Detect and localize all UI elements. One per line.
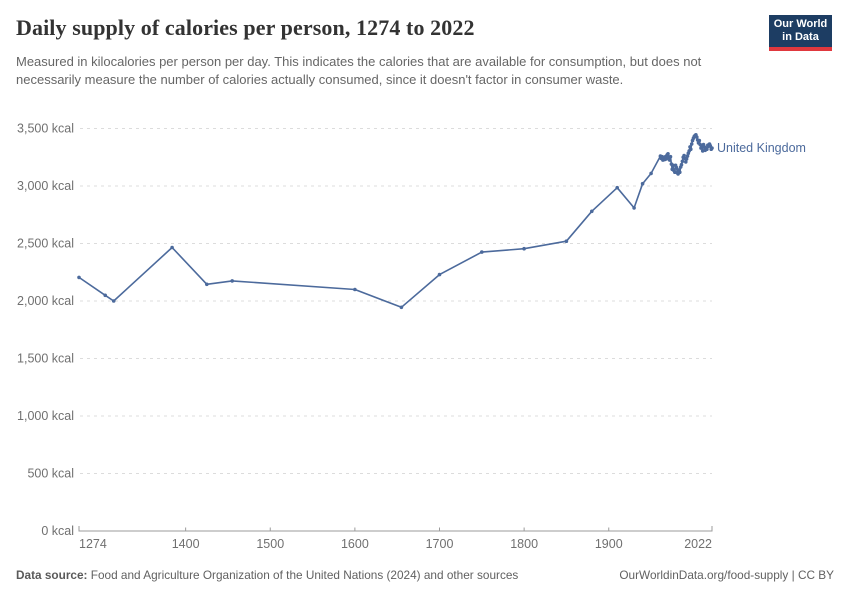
- footer-right: OurWorldinData.org/food-supply | CC BY: [619, 568, 834, 582]
- entity-label[interactable]: United Kingdom: [717, 141, 806, 155]
- chart-url-link[interactable]: OurWorldinData.org/food-supply: [619, 568, 789, 582]
- owid-logo-line1: Our World: [773, 18, 828, 30]
- svg-text:1,500 kcal: 1,500 kcal: [17, 352, 74, 366]
- svg-text:1274: 1274: [79, 537, 107, 551]
- page-title: Daily supply of calories per person, 127…: [16, 15, 475, 40]
- x-axis: 1274 1400 1500 1600 1700 1800 1900 2022: [78, 526, 713, 551]
- data-source-text: Food and Agriculture Organization of the…: [87, 568, 519, 582]
- owid-logo-line2: in Data: [782, 31, 819, 43]
- chart-subtitle: Measured in kilocalories per person per …: [16, 54, 702, 87]
- svg-text:3,500 kcal: 3,500 kcal: [17, 122, 74, 136]
- svg-text:1900: 1900: [595, 537, 623, 551]
- svg-text:2022: 2022: [684, 537, 712, 551]
- svg-text:3,000 kcal: 3,000 kcal: [17, 179, 74, 193]
- data-source-note: Data source: Food and Agriculture Organi…: [16, 568, 518, 582]
- owid-logo[interactable]: Our World in Data: [769, 15, 832, 51]
- footer-separator: |: [788, 568, 798, 582]
- svg-text:2,500 kcal: 2,500 kcal: [17, 237, 74, 251]
- svg-text:1,000 kcal: 1,000 kcal: [17, 409, 74, 423]
- svg-text:1600: 1600: [341, 537, 369, 551]
- svg-text:1800: 1800: [510, 537, 538, 551]
- y-axis-labels: 0 kcal 500 kcal 1,000 kcal 1,500 kcal 2,000 …: [17, 122, 74, 539]
- chart-footer: Data source: Food and Agriculture Organi…: [16, 568, 834, 582]
- series-markers: [77, 133, 714, 310]
- svg-text:2,000 kcal: 2,000 kcal: [17, 294, 74, 308]
- svg-text:1400: 1400: [172, 537, 200, 551]
- license-label: CC BY: [797, 568, 834, 582]
- svg-text:1700: 1700: [426, 537, 454, 551]
- svg-text:1500: 1500: [256, 537, 284, 551]
- y-gridlines: [80, 128, 712, 474]
- data-source-label: Data source:: [16, 568, 88, 582]
- svg-text:500 kcal: 500 kcal: [27, 467, 74, 481]
- series-line: [78, 134, 713, 309]
- svg-text:0 kcal: 0 kcal: [41, 524, 74, 538]
